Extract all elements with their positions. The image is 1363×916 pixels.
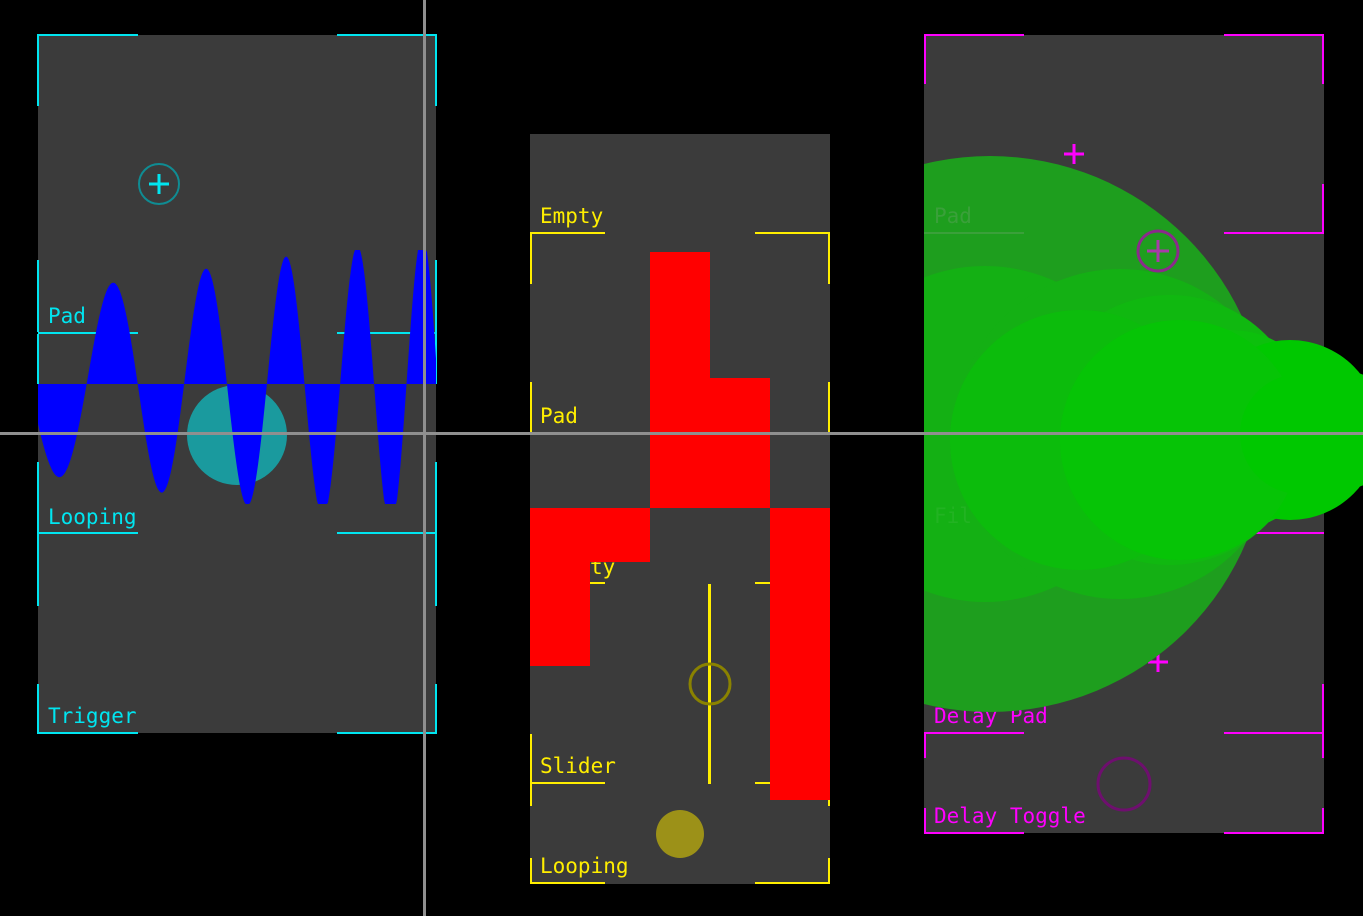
- middle-empty-label: Empty: [540, 204, 604, 228]
- right-delay-toggle-label: Delay Toggle: [934, 804, 1086, 828]
- left-looping-label: Looping: [48, 505, 137, 529]
- left-trigger-label: Trigger: [48, 704, 137, 728]
- touch-point-yellow[interactable]: [655, 809, 705, 859]
- middle-looping-label: Looping: [540, 854, 629, 878]
- middle-slider-label: Slider: [540, 754, 616, 778]
- right-pad-marker: [924, 232, 1024, 234]
- middle-pad-label: Pad: [540, 404, 578, 428]
- right-obscured-label: Fil: [934, 504, 972, 528]
- crosshair-horizontal: [0, 432, 1363, 435]
- right-pad-label: Pad: [934, 204, 972, 228]
- left-pad-label: Pad: [48, 304, 86, 328]
- crosshair-vertical: [423, 0, 426, 916]
- delay-toggle-button[interactable]: [1096, 756, 1152, 812]
- slider-handle[interactable]: [688, 662, 732, 706]
- plus-circle-icon[interactable]: [137, 162, 181, 206]
- slider-track[interactable]: [708, 584, 711, 784]
- plus-icon: [1064, 144, 1084, 164]
